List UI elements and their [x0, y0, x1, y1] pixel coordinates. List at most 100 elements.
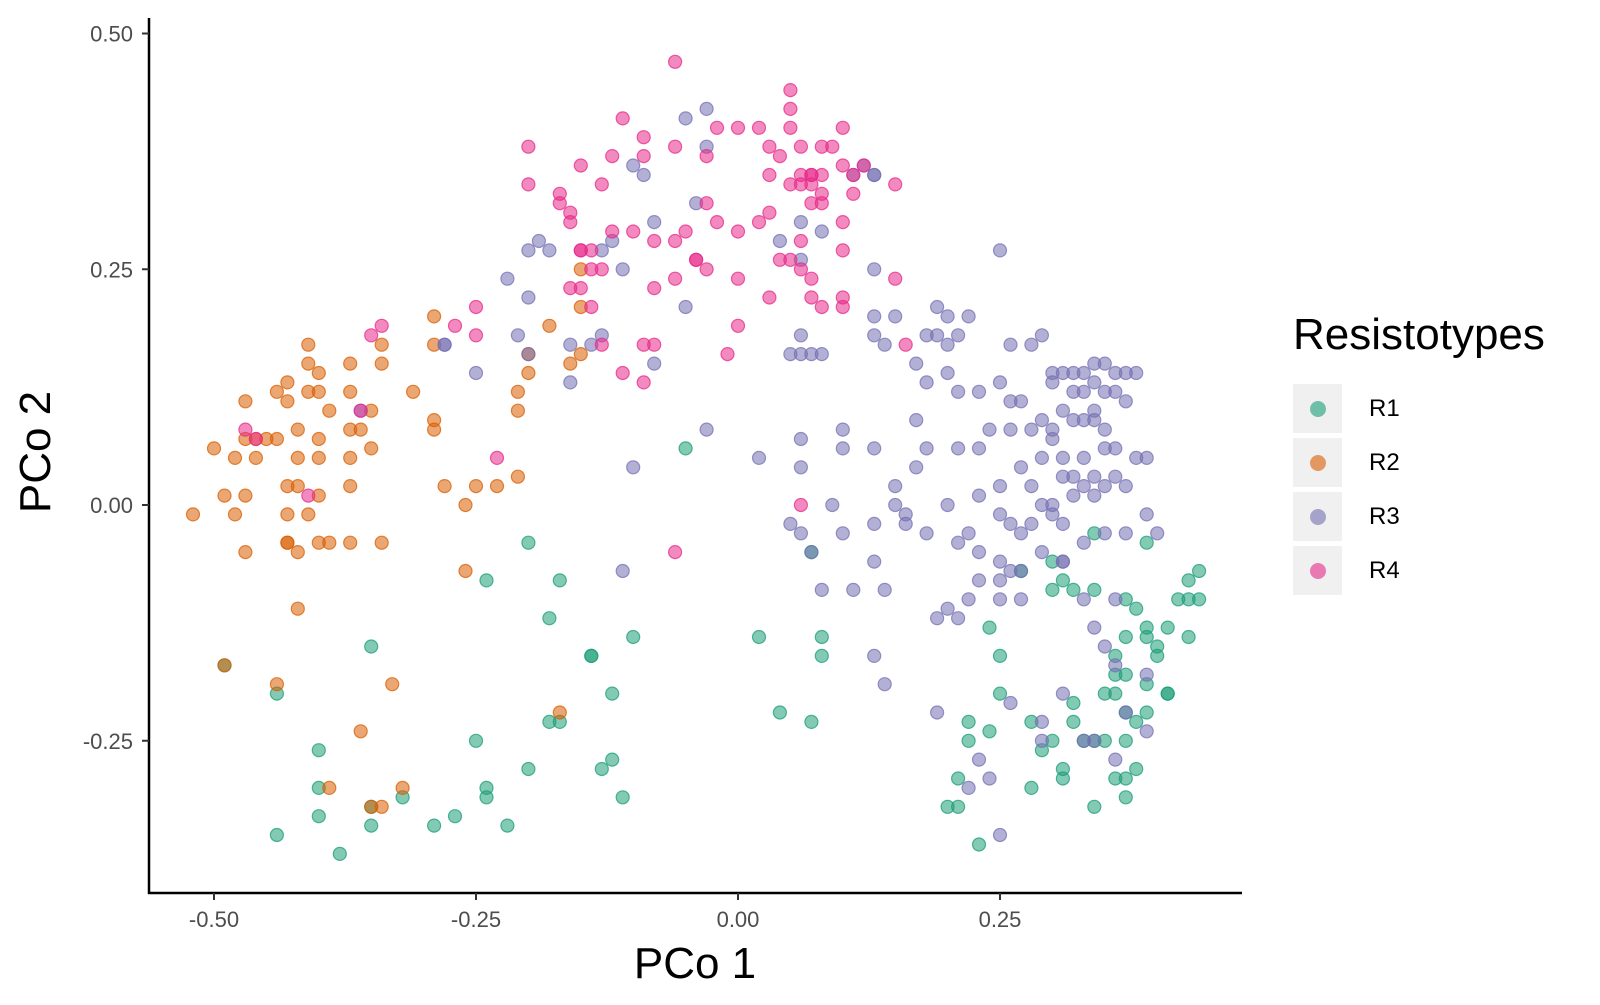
- legend-key: [1293, 438, 1342, 487]
- data-point: [521, 139, 536, 154]
- data-point: [846, 582, 861, 598]
- data-point: [667, 233, 683, 249]
- data-point: [1129, 714, 1144, 730]
- data-point: [626, 224, 641, 239]
- data-point: [427, 818, 442, 833]
- data-point: [825, 497, 840, 513]
- data-point: [867, 328, 882, 343]
- data-point: [835, 422, 850, 437]
- data-point: [353, 403, 368, 418]
- data-point: [793, 431, 809, 447]
- data-point: [1191, 563, 1207, 579]
- data-point: [605, 752, 620, 767]
- data-point: [961, 733, 976, 748]
- data-point: [1108, 686, 1123, 701]
- data-point: [699, 101, 714, 117]
- data-point: [290, 422, 305, 437]
- data-point: [1108, 469, 1123, 484]
- data-point: [636, 375, 651, 390]
- data-point: [647, 281, 662, 296]
- data-point: [1139, 705, 1154, 720]
- legend-dot-icon: [1309, 508, 1326, 525]
- data-point: [510, 403, 526, 418]
- data-point: [846, 167, 861, 183]
- data-point: [898, 337, 913, 352]
- data-point: [1129, 601, 1144, 616]
- data-point: [1139, 620, 1154, 635]
- data-point: [950, 384, 966, 399]
- data-point: [751, 629, 767, 645]
- data-point: [1034, 413, 1050, 428]
- data-point: [950, 328, 966, 343]
- data-point: [1024, 479, 1039, 494]
- x-axis-ticks: -0.50 -0.25 0.00 0.25: [189, 893, 1021, 932]
- data-point: [1118, 629, 1133, 645]
- data-point: [510, 328, 526, 343]
- data-point: [521, 290, 536, 305]
- data-point: [301, 507, 316, 522]
- data-point: [217, 488, 232, 503]
- data-point: [929, 611, 945, 626]
- data-point: [395, 780, 410, 796]
- data-point: [950, 771, 966, 786]
- legend-label: R4: [1369, 556, 1400, 584]
- data-point: [867, 262, 882, 277]
- data-point: [867, 648, 882, 664]
- data-point: [1087, 733, 1102, 748]
- data-point: [322, 535, 337, 550]
- data-point: [353, 724, 368, 739]
- data-point: [793, 139, 809, 154]
- data-point: [909, 413, 924, 428]
- data-point: [971, 441, 987, 456]
- data-point: [217, 658, 232, 673]
- data-point: [437, 337, 452, 352]
- data-point: [290, 450, 305, 465]
- data-point: [940, 497, 955, 513]
- data-point: [783, 120, 798, 135]
- data-point: [667, 544, 683, 560]
- data-point: [772, 149, 788, 164]
- data-point: [269, 827, 284, 843]
- data-point: [1055, 686, 1071, 701]
- data-point: [1087, 413, 1102, 428]
- data-point: [1034, 544, 1050, 560]
- data-point: [793, 526, 809, 541]
- legend-label: R1: [1369, 394, 1400, 422]
- data-point: [678, 111, 693, 126]
- data-point: [1045, 375, 1060, 390]
- data-point: [1129, 761, 1144, 777]
- data-point: [1003, 695, 1018, 711]
- data-point: [835, 158, 850, 173]
- data-point: [573, 347, 588, 362]
- data-point: [343, 479, 358, 494]
- data-point: [751, 120, 767, 135]
- data-point: [521, 535, 536, 550]
- data-point: [594, 761, 609, 777]
- data-point: [573, 158, 588, 173]
- data-point: [552, 573, 567, 588]
- data-point: [500, 271, 515, 286]
- data-point: [1160, 620, 1175, 635]
- data-point: [992, 554, 1008, 569]
- data-point: [594, 337, 609, 352]
- data-point: [1097, 526, 1112, 541]
- data-point: [584, 299, 599, 315]
- data-point: [699, 196, 714, 211]
- legend-item-r2: R2: [1293, 436, 1545, 489]
- data-point: [1097, 422, 1112, 437]
- data-point: [343, 356, 358, 371]
- data-point: [835, 243, 850, 258]
- data-point: [468, 299, 484, 315]
- data-point: [647, 233, 662, 249]
- data-point: [667, 54, 683, 69]
- data-point: [615, 262, 630, 277]
- data-point: [971, 752, 987, 767]
- data-point: [605, 224, 620, 239]
- data-point: [940, 601, 955, 616]
- data-point: [699, 262, 714, 277]
- data-point: [500, 818, 515, 833]
- data-point: [290, 601, 305, 616]
- data-point: [950, 441, 966, 456]
- data-point: [385, 677, 400, 692]
